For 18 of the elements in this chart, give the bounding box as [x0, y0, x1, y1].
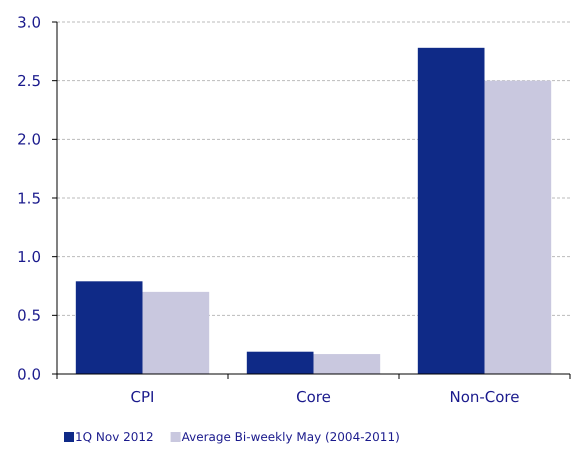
- y-tick-label: 1.0: [17, 248, 41, 266]
- x-tick-label: Non-Core: [449, 388, 520, 406]
- y-tick-label: 0.5: [17, 306, 41, 325]
- bar: [418, 48, 484, 374]
- y-tick-label: 3.0: [17, 13, 41, 32]
- x-tick-label: CPI: [130, 388, 154, 406]
- y-tick-label: 0.0: [17, 365, 41, 384]
- bar: [246, 352, 314, 374]
- legend-label: Average Bi-weekly May (2004-2011): [182, 430, 400, 444]
- bar: [314, 354, 380, 374]
- y-tick-label: 2.5: [17, 72, 41, 90]
- bar: [142, 292, 210, 374]
- y-tick-label: 2.0: [17, 130, 41, 149]
- bar: [76, 281, 142, 374]
- y-tick-label: 1.5: [17, 189, 41, 208]
- x-tick-label: Core: [296, 388, 331, 406]
- bar: [484, 80, 552, 374]
- legend-label: 1Q Nov 2012: [75, 430, 154, 444]
